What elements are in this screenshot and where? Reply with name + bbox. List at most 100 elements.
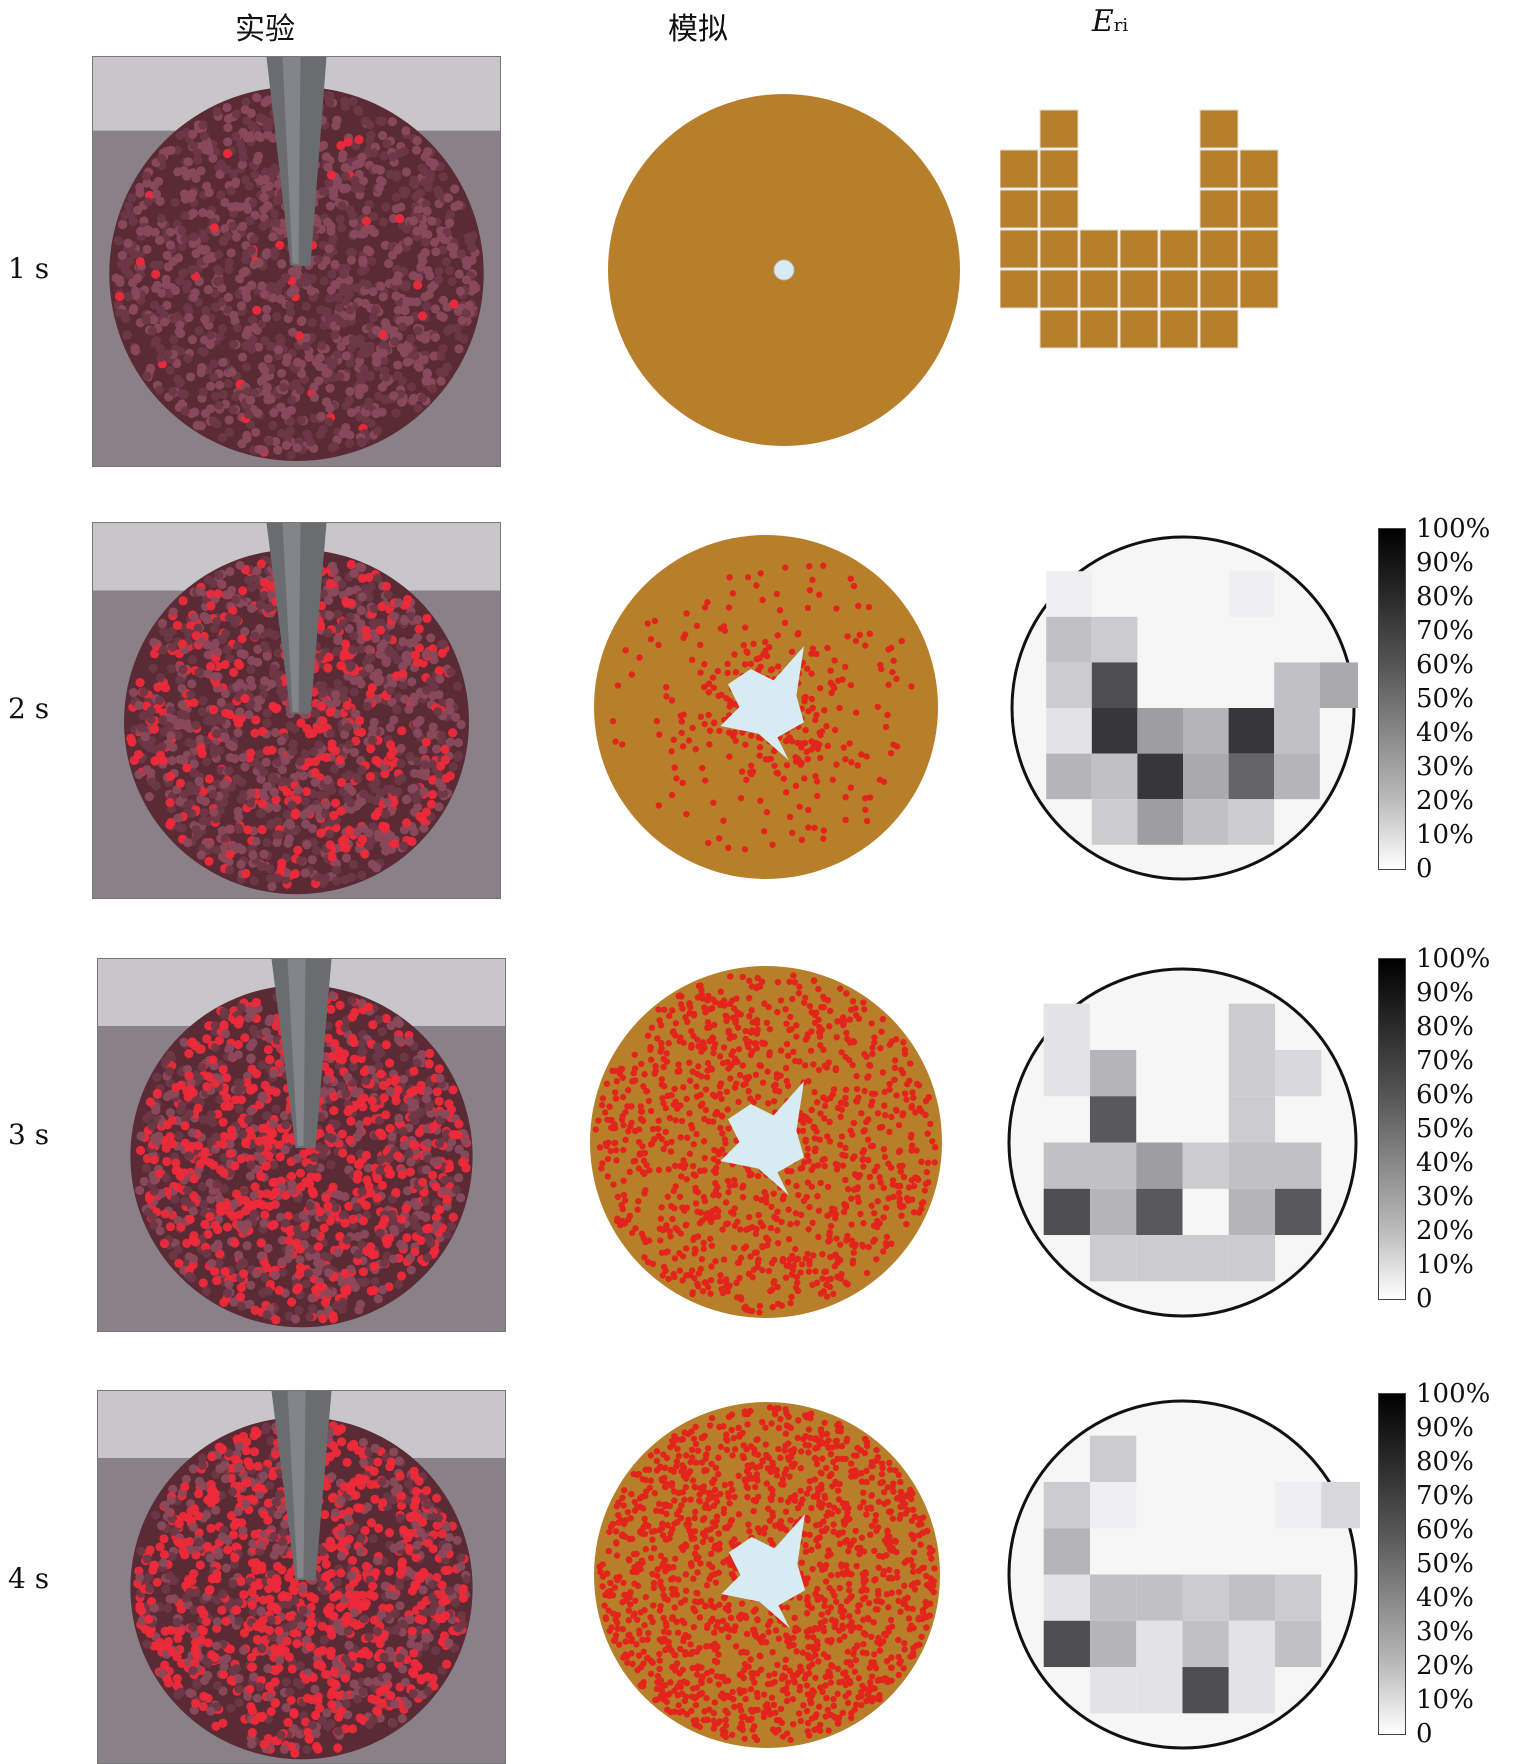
colorbar-tick-label: 100% bbox=[1416, 1381, 1490, 1407]
eri-cell bbox=[1229, 1621, 1275, 1667]
colorbar-tick-label: 100% bbox=[1416, 946, 1490, 972]
eri-cell bbox=[1090, 1050, 1136, 1096]
eri-cell bbox=[1040, 310, 1078, 348]
colorbar-tick-label: 60% bbox=[1416, 652, 1474, 678]
eri-cell bbox=[1200, 150, 1238, 188]
colorbar-tick-label: 30% bbox=[1416, 754, 1474, 780]
eri-cell bbox=[1092, 708, 1138, 754]
eri-cell bbox=[1092, 799, 1138, 845]
header-eri-sub: ri bbox=[1114, 15, 1128, 36]
colorbar-tick-label: 70% bbox=[1416, 618, 1474, 644]
eri-cell bbox=[1229, 1050, 1275, 1096]
eri-cell bbox=[1183, 708, 1229, 754]
colorbar-tick-label: 60% bbox=[1416, 1517, 1474, 1543]
eri-cell bbox=[1046, 571, 1092, 617]
eri-cell bbox=[1183, 754, 1229, 800]
eri-cell bbox=[1040, 150, 1078, 188]
eri-cell bbox=[1090, 1436, 1136, 1482]
eri-cell bbox=[1183, 1667, 1229, 1713]
eri-cell bbox=[1160, 310, 1198, 348]
header-experiment: 实验 bbox=[155, 4, 375, 48]
eri-cell bbox=[1092, 662, 1138, 708]
colorbar-tick-label: 30% bbox=[1416, 1619, 1474, 1645]
eri-cell bbox=[1136, 1575, 1182, 1621]
colorbar-tick-label: 60% bbox=[1416, 1082, 1474, 1108]
eri-cell bbox=[1046, 754, 1092, 800]
eri-cell bbox=[1274, 708, 1320, 754]
eri-cell bbox=[1046, 662, 1092, 708]
colorbar-tick-label: 50% bbox=[1416, 686, 1474, 712]
eri-cell bbox=[1240, 230, 1278, 268]
eri-cell bbox=[1229, 799, 1275, 845]
eri-cell bbox=[1000, 190, 1038, 228]
colorbar-tick-label: 20% bbox=[1416, 1653, 1474, 1679]
eri-cell bbox=[1040, 230, 1078, 268]
eri-cell bbox=[1044, 1004, 1090, 1050]
eri-cell bbox=[1240, 150, 1278, 188]
eri-cell bbox=[1090, 1667, 1136, 1713]
colorbar-tick-label: 10% bbox=[1416, 822, 1474, 848]
eri-cell bbox=[1090, 1575, 1136, 1621]
eri-cell bbox=[1183, 1575, 1229, 1621]
colorbar-tick-label: 40% bbox=[1416, 720, 1474, 746]
row-label-2s: 2 s bbox=[8, 692, 68, 725]
eri-cell bbox=[1229, 1667, 1275, 1713]
colorbar-tick-label: 10% bbox=[1416, 1252, 1474, 1278]
eri-cell bbox=[1090, 1482, 1136, 1528]
eri-grid-4s bbox=[1005, 1397, 1360, 1752]
eri-cell bbox=[1080, 310, 1118, 348]
eri-cell bbox=[1229, 1096, 1275, 1142]
colorbar-tick-label: 40% bbox=[1416, 1150, 1474, 1176]
header-eri-main: E bbox=[1092, 4, 1114, 39]
eri-cell bbox=[1090, 1096, 1136, 1142]
eri-cell bbox=[1136, 1235, 1182, 1281]
eri-cell bbox=[1275, 1189, 1321, 1235]
eri-cell bbox=[1044, 1143, 1090, 1189]
eri-cell bbox=[1136, 1143, 1182, 1189]
eri-cell bbox=[1137, 799, 1183, 845]
row-label-4s: 4 s bbox=[8, 1562, 68, 1595]
eri-cell bbox=[1274, 662, 1320, 708]
colorbar-tick-label: 80% bbox=[1416, 1014, 1474, 1040]
eri-cell bbox=[1044, 1621, 1090, 1667]
header-simulation: 模拟 bbox=[588, 4, 808, 48]
eri-cell bbox=[1200, 190, 1238, 228]
eri-cell bbox=[1136, 1189, 1182, 1235]
eri-cell bbox=[1000, 150, 1038, 188]
colorbar-tick-label: 20% bbox=[1416, 1218, 1474, 1244]
colorbar-tick-label: 90% bbox=[1416, 1415, 1474, 1441]
colorbar-tick-label: 80% bbox=[1416, 1449, 1474, 1475]
eri-cell bbox=[1044, 1482, 1090, 1528]
row-label-3s: 3 s bbox=[8, 1118, 68, 1151]
eri-cell bbox=[1200, 310, 1238, 348]
eri-cell bbox=[1200, 270, 1238, 308]
eri-cell bbox=[1136, 1621, 1182, 1667]
eri-cell bbox=[1040, 190, 1078, 228]
eri-cell bbox=[1229, 754, 1275, 800]
eri-cell bbox=[1275, 1575, 1321, 1621]
eri-grid-2s bbox=[1008, 533, 1358, 883]
colorbar-tick-label: 90% bbox=[1416, 550, 1474, 576]
eri-cell bbox=[1090, 1621, 1136, 1667]
colorbar-gradient bbox=[1378, 528, 1406, 870]
eri-cell bbox=[1229, 1235, 1275, 1281]
eri-cell bbox=[1080, 230, 1118, 268]
simulation-disk-1s bbox=[606, 92, 962, 448]
eri-cell bbox=[1090, 1143, 1136, 1189]
colorbar-tick-label: 20% bbox=[1416, 788, 1474, 814]
eri-grid-1s bbox=[1000, 90, 1400, 470]
eri-cell bbox=[1090, 1235, 1136, 1281]
eri-cell bbox=[1275, 1050, 1321, 1096]
colorbar-tick-label: 0 bbox=[1416, 1286, 1433, 1312]
eri-cell bbox=[1200, 110, 1238, 148]
experiment-photo-4s bbox=[97, 1390, 506, 1764]
eri-cell bbox=[1040, 110, 1078, 148]
eri-cell bbox=[1160, 270, 1198, 308]
eri-cell bbox=[1044, 1050, 1090, 1096]
eri-cell bbox=[1229, 1189, 1275, 1235]
eri-grid-3s bbox=[1005, 965, 1360, 1320]
experiment-photo-2s bbox=[92, 522, 501, 899]
experiment-photo-3s bbox=[97, 958, 506, 1332]
eri-cell bbox=[1229, 571, 1275, 617]
eri-cell bbox=[1275, 1143, 1321, 1189]
